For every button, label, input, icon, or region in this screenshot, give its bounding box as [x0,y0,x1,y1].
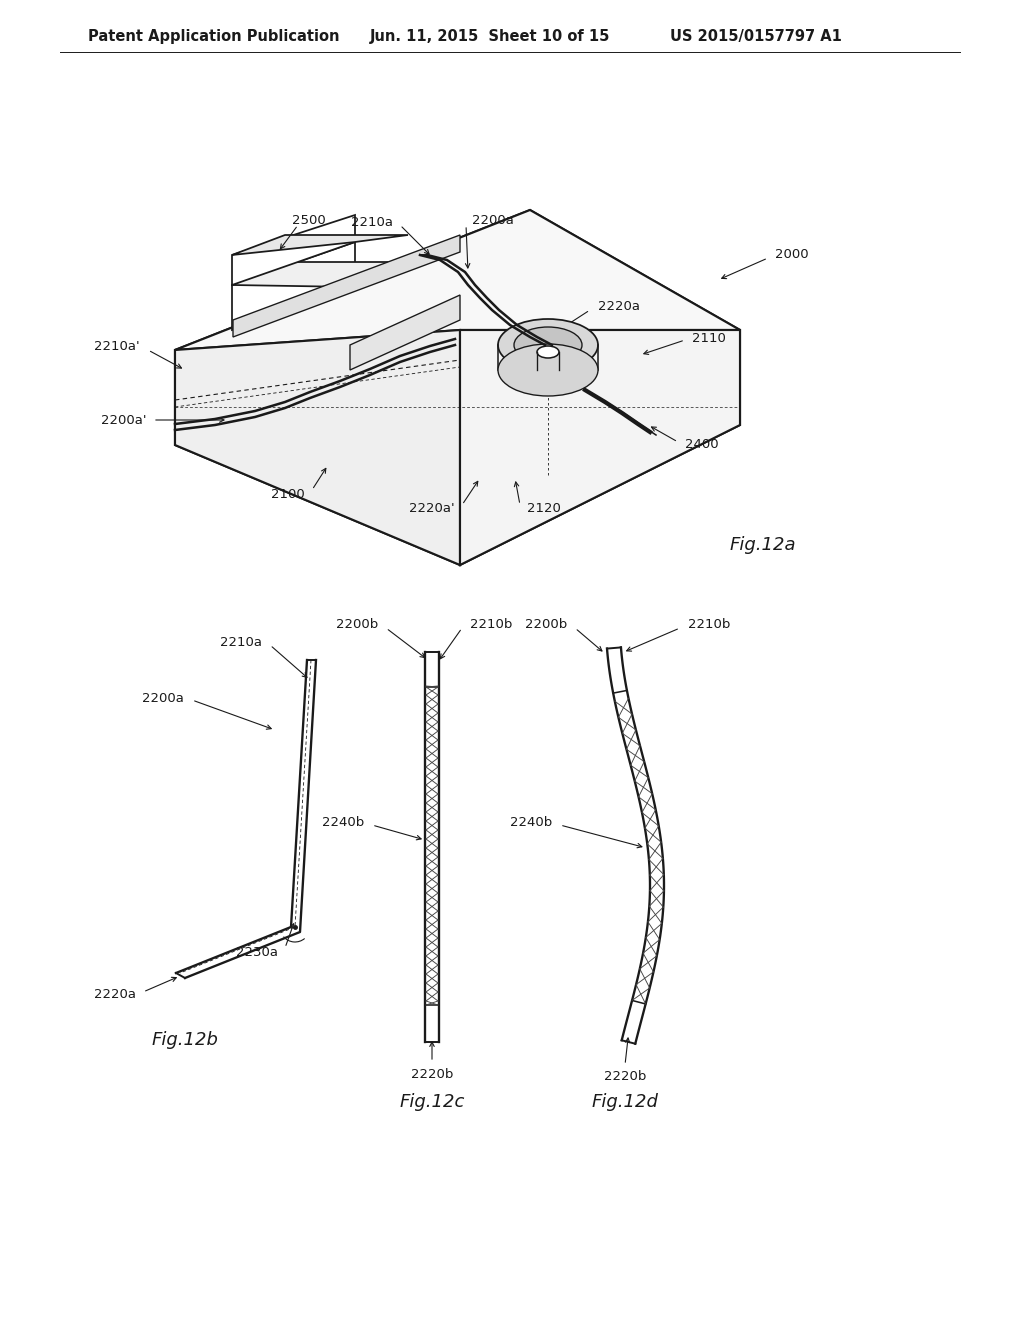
Text: Fig.12a: Fig.12a [730,536,797,554]
Text: 2240b: 2240b [510,816,552,829]
Text: 2220b: 2220b [604,1071,646,1082]
Text: 2220a': 2220a' [410,503,455,516]
Text: 2200b: 2200b [524,619,567,631]
Polygon shape [232,261,408,286]
Text: 2220a: 2220a [94,989,136,1002]
Polygon shape [350,294,460,370]
Text: 2200b: 2200b [336,619,378,631]
Text: 2200a: 2200a [142,692,184,705]
Text: 2210a': 2210a' [94,341,140,354]
Polygon shape [175,210,740,565]
Text: 2500: 2500 [292,214,326,227]
Ellipse shape [498,345,598,396]
Polygon shape [233,235,460,337]
Text: 2240b: 2240b [322,816,364,829]
Text: 2120: 2120 [527,503,561,516]
Text: Fig.12d: Fig.12d [592,1093,658,1111]
Text: 2210a: 2210a [351,215,393,228]
Text: Patent Application Publication: Patent Application Publication [88,29,340,45]
Text: 2200a': 2200a' [100,413,146,426]
Text: 2200a: 2200a [472,214,514,227]
Text: 2400: 2400 [685,438,719,451]
Text: 2000: 2000 [775,248,809,261]
Text: Jun. 11, 2015  Sheet 10 of 15: Jun. 11, 2015 Sheet 10 of 15 [370,29,610,45]
Polygon shape [232,235,408,255]
Text: 2220a: 2220a [598,301,640,314]
Polygon shape [460,330,740,565]
Text: Fig.12b: Fig.12b [152,1031,218,1049]
Ellipse shape [537,346,559,358]
Text: 2210b: 2210b [688,619,730,631]
Polygon shape [175,210,740,350]
Text: 2210a: 2210a [220,635,262,648]
Text: 2230a: 2230a [236,945,278,958]
Text: US 2015/0157797 A1: US 2015/0157797 A1 [670,29,842,45]
Ellipse shape [514,327,582,363]
Polygon shape [232,242,355,330]
Polygon shape [232,215,355,285]
Text: 2220b: 2220b [411,1068,454,1081]
Text: 2210b: 2210b [470,619,512,631]
Ellipse shape [498,319,598,371]
Text: 2110: 2110 [692,331,726,345]
Text: Fig.12c: Fig.12c [399,1093,465,1111]
Polygon shape [175,330,460,565]
Text: 2100: 2100 [271,487,305,500]
